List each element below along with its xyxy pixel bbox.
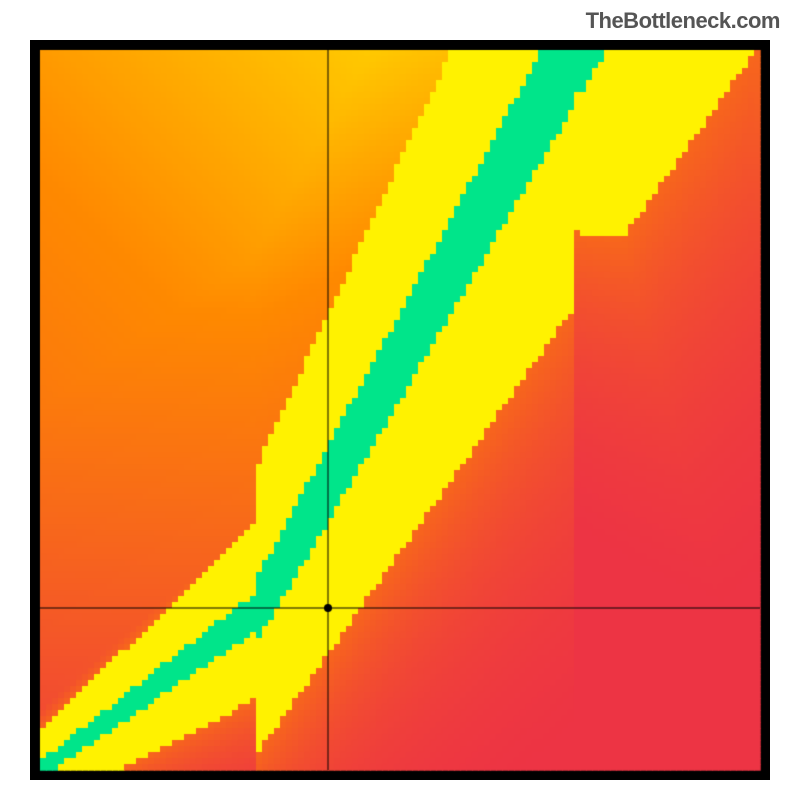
- heatmap-plot: [30, 40, 770, 780]
- heatmap-canvas: [30, 40, 770, 780]
- attribution-text: TheBottleneck.com: [586, 8, 780, 34]
- chart-container: TheBottleneck.com: [0, 0, 800, 800]
